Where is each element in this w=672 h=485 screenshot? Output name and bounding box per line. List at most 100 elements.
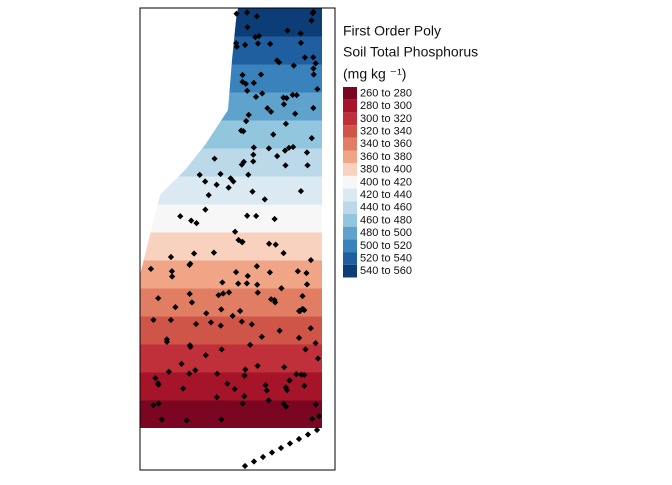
legend-swatch [343, 252, 357, 265]
sample-point [293, 370, 300, 378]
legend-label: 520 to 540 [360, 253, 412, 265]
sample-point [193, 219, 200, 227]
sample-point [231, 228, 239, 235]
sample-point [188, 217, 195, 224]
sample-point [244, 24, 251, 31]
legend-swatch [343, 175, 357, 189]
surface-band [140, 400, 322, 428]
sample-point [250, 79, 257, 87]
sample-point [217, 322, 224, 329]
sample-point [240, 128, 247, 135]
sample-point [303, 270, 310, 277]
legend-label: 420 to 440 [360, 189, 412, 201]
sample-point [250, 144, 257, 151]
sample-point [286, 377, 293, 384]
sample-point [233, 10, 240, 17]
surface-band [140, 232, 322, 261]
sample-point [295, 435, 303, 443]
legend-label: 280 to 300 [360, 100, 412, 112]
sample-point [250, 158, 257, 165]
legend-label: 540 to 560 [360, 265, 412, 277]
sample-point [259, 453, 267, 461]
surface-band [140, 204, 322, 233]
sample-point [280, 400, 287, 407]
sample-point [295, 334, 303, 341]
legend-swatch [343, 188, 357, 202]
legend-title: First Order Poly [343, 23, 441, 39]
surface-band [140, 372, 322, 401]
legend-label: 340 to 360 [360, 138, 412, 150]
legend-label: 260 to 280 [360, 87, 412, 99]
legend-title: (mg kg ⁻¹) [343, 66, 406, 82]
legend-title: Soil Total Phosphorus [343, 44, 478, 60]
surface-band [140, 8, 322, 37]
sample-point [307, 325, 314, 332]
sample-point [313, 426, 321, 434]
sample-point [307, 256, 315, 264]
sample-point [254, 281, 261, 288]
sample-point [309, 415, 316, 423]
sample-point [178, 360, 185, 367]
sample-point [218, 346, 225, 353]
sample-point [202, 178, 209, 185]
sample-point [303, 281, 311, 288]
sample-point [302, 346, 309, 353]
sample-point [186, 261, 193, 269]
sample-point [250, 458, 258, 465]
sample-point [241, 393, 248, 400]
sample-point [294, 268, 301, 275]
legend-label: 460 to 480 [360, 214, 412, 226]
sample-point [245, 171, 252, 178]
sample-point [229, 312, 236, 319]
sample-point [262, 381, 269, 389]
sample-point [243, 9, 251, 16]
legend-swatch [343, 226, 357, 240]
surface-band [140, 64, 322, 93]
sample-point [244, 87, 251, 94]
sample-point [177, 213, 184, 220]
sample-point [253, 212, 260, 220]
sample-point [301, 371, 308, 379]
surface-band [140, 260, 322, 289]
sample-point [242, 80, 249, 87]
sample-point [265, 397, 272, 404]
sample-point [169, 273, 176, 280]
sample-point [263, 387, 270, 394]
surface-band [140, 148, 322, 177]
sample-point [213, 181, 220, 188]
sample-point [196, 171, 203, 178]
sample-point [312, 401, 319, 408]
sample-point [278, 285, 285, 292]
sample-point [249, 188, 256, 195]
sample-point [297, 307, 304, 314]
sample-point [299, 292, 306, 300]
surface-band [140, 344, 322, 373]
surface-band [140, 36, 322, 65]
sample-point [241, 372, 248, 379]
sample-point [190, 250, 198, 257]
legend-label: 440 to 460 [360, 202, 412, 214]
sample-point [252, 93, 260, 101]
interpolated-surface [140, 8, 322, 428]
sample-point [235, 236, 242, 244]
sample-point [301, 382, 308, 390]
legend-label: 380 to 400 [360, 164, 412, 176]
sample-point [270, 131, 277, 138]
sample-point [301, 307, 308, 314]
sample-point [225, 184, 232, 191]
sample-point [202, 206, 209, 213]
legend-swatch [343, 163, 357, 176]
sample-point [211, 155, 218, 162]
sample-point [277, 444, 285, 452]
sample-point [241, 462, 249, 470]
map-frame [139, 7, 336, 471]
sample-point [281, 364, 288, 371]
legend-label: 400 to 420 [360, 176, 412, 188]
sample-point [219, 279, 226, 286]
sample-point [266, 269, 274, 276]
sample-point [241, 41, 249, 49]
legend-label: 480 to 500 [360, 227, 412, 239]
sample-point [235, 280, 242, 287]
sample-point [314, 355, 322, 362]
